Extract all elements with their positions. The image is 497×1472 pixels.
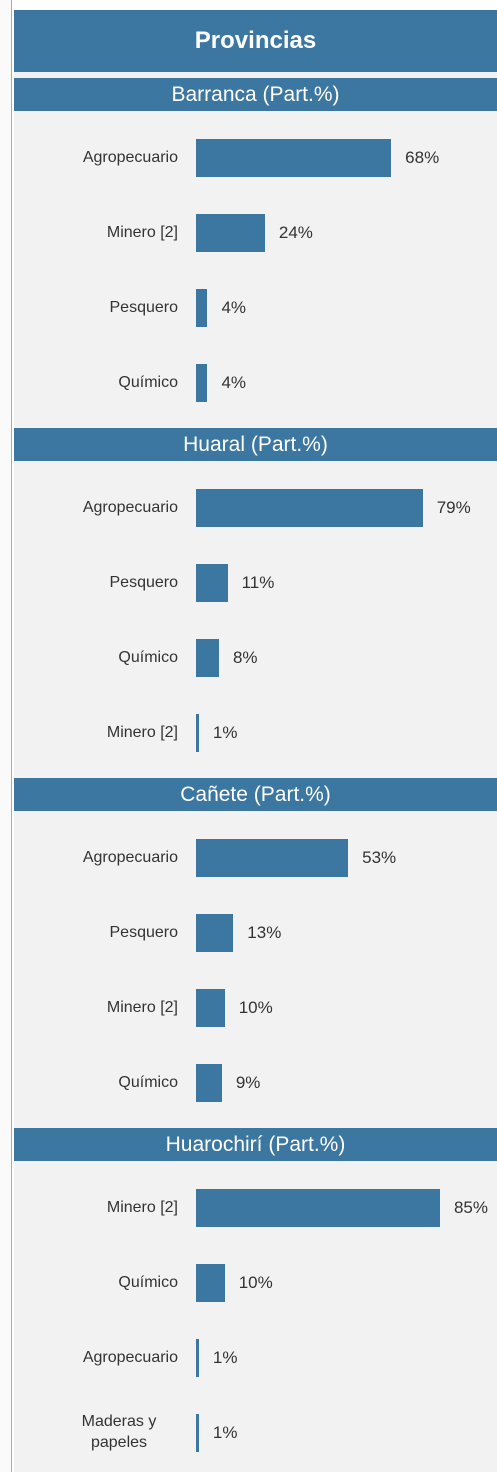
bar	[196, 139, 392, 177]
bar	[196, 1339, 199, 1377]
category-text: Químico	[118, 648, 178, 666]
category-text: Maderas y papeles	[81, 1413, 157, 1451]
value-label: 4%	[221, 298, 247, 317]
category-label: Agropecuario	[14, 1338, 178, 1378]
category-text: Agropecuario	[82, 148, 178, 166]
category-label: Químico	[14, 638, 178, 678]
panel: Provincias Barranca (Part.%) Agropecuario…	[14, 10, 497, 1472]
category-label: Maderas y papeles	[14, 1413, 178, 1453]
value-label: 85%	[453, 1198, 488, 1217]
side-strip	[0, 0, 12, 1472]
category-text: Minero [2]	[106, 1198, 178, 1216]
category-text: Pesquero	[109, 573, 179, 591]
chart-title: Cañete (Part.%)	[14, 778, 497, 811]
bar	[196, 989, 225, 1027]
bar	[196, 364, 208, 402]
category-label: Químico	[14, 363, 178, 403]
category-text: Minero [2]	[106, 998, 178, 1016]
bar	[196, 1414, 199, 1452]
value-label: 1%	[212, 723, 238, 742]
bar	[196, 1264, 225, 1302]
category-label: Minero [2]	[14, 213, 178, 253]
category-text: Agropecuario	[82, 498, 178, 516]
category-text: Pesquero	[109, 923, 179, 941]
category-label: Minero [2]	[14, 1188, 178, 1228]
category-text: Pesquero	[109, 298, 179, 316]
value-label: 9%	[235, 1073, 261, 1092]
value-label: 11%	[241, 573, 275, 592]
value-label: 10%	[238, 1273, 273, 1292]
category-text: Químico	[118, 1273, 178, 1291]
chart-title: Barranca (Part.%)	[14, 78, 497, 111]
category-label: Pesquero	[14, 288, 179, 328]
category-label: Minero [2]	[14, 988, 178, 1028]
chart-title: Huarochirí (Part.%)	[14, 1128, 497, 1161]
value-label: 68%	[405, 148, 440, 167]
value-label: 79%	[436, 498, 471, 517]
bar	[196, 639, 219, 677]
chart-title: Huaral (Part.%)	[14, 428, 497, 461]
bar	[196, 489, 423, 527]
value-label: 8%	[232, 648, 258, 667]
category-text: Agropecuario	[82, 1348, 178, 1366]
category-label: Agropecuario	[14, 838, 178, 878]
bar	[196, 289, 208, 327]
category-text: Agropecuario	[82, 848, 178, 866]
category-label: Minero [2]	[14, 713, 178, 753]
value-label: 24%	[278, 223, 313, 242]
category-label: Pesquero	[14, 913, 179, 953]
value-label: 53%	[362, 848, 397, 867]
header-title: Provincias	[14, 10, 497, 72]
bar	[196, 214, 265, 252]
value-label: 10%	[238, 998, 273, 1017]
category-label: Agropecuario	[14, 138, 178, 178]
category-text: Químico	[118, 373, 178, 391]
category-text: Minero [2]	[106, 723, 178, 741]
value-label: 4%	[221, 373, 247, 392]
category-label: Químico	[14, 1063, 178, 1103]
bar	[196, 839, 349, 877]
bar	[196, 914, 234, 952]
category-text: Minero [2]	[106, 223, 178, 241]
value-label: 1%	[212, 1423, 238, 1442]
category-label: Agropecuario	[14, 488, 178, 528]
category-label: Químico	[14, 1263, 178, 1303]
value-label: 13%	[247, 923, 282, 942]
bar	[196, 714, 199, 752]
category-text: Químico	[118, 1073, 178, 1091]
bar	[196, 1064, 222, 1102]
bar	[196, 1189, 440, 1227]
value-label: 1%	[212, 1348, 238, 1367]
category-label: Pesquero	[14, 563, 179, 603]
bar	[196, 564, 228, 602]
